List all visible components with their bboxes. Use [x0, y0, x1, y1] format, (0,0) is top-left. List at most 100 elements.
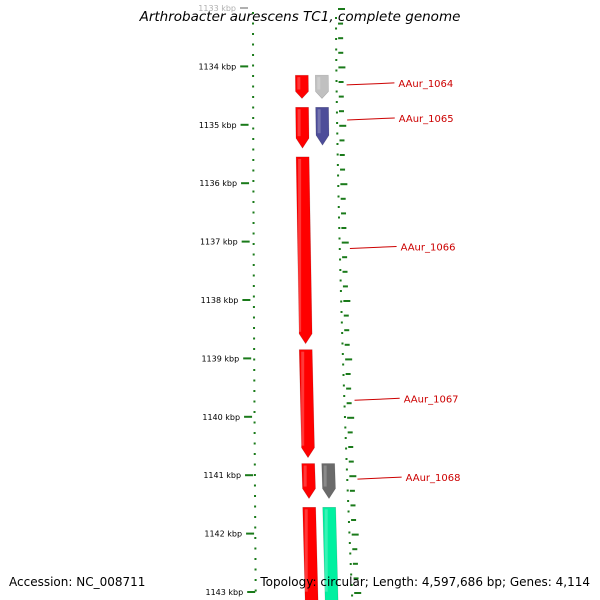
axis-tick: [246, 532, 255, 535]
axis-tick-label: 1137 kbp: [200, 238, 238, 247]
minor-tick: [338, 81, 344, 83]
minor-tick: [339, 154, 345, 156]
dot-left: [253, 337, 256, 340]
dot-right: [335, 48, 338, 51]
dot-left: [254, 589, 257, 592]
gene-label: AAur_1066: [401, 242, 456, 253]
minor-tick: [343, 300, 351, 302]
dot-left: [254, 547, 257, 550]
label-leader-line: [349, 245, 397, 249]
dot-left: [252, 295, 255, 298]
gene-arrow: [295, 156, 313, 345]
dot-right: [343, 405, 346, 408]
axis-tick-label: 1139 kbp: [201, 354, 239, 363]
gene-arrow: [301, 463, 316, 500]
minor-tick: [346, 402, 352, 405]
dot-right: [335, 27, 338, 30]
axis-tick: [242, 299, 251, 301]
dot-right: [339, 279, 342, 282]
dot-left: [252, 285, 255, 287]
axis-tick: [240, 123, 249, 126]
gene-arrow: [298, 349, 315, 459]
dot-left: [253, 348, 256, 350]
dot-right: [336, 132, 339, 135]
minor-tick: [342, 270, 348, 273]
dot-right: [347, 510, 350, 513]
dot-right: [338, 237, 341, 240]
dot-right: [341, 332, 344, 334]
gene-label: AAur_1064: [398, 79, 453, 90]
dot-right: [349, 552, 352, 555]
dot-right: [339, 290, 342, 292]
dot-left: [252, 253, 255, 256]
dot-right: [335, 17, 338, 19]
dot-left: [252, 169, 255, 172]
gene-highlight: [303, 465, 307, 487]
gene-arrow: [315, 107, 330, 146]
dot-right: [347, 500, 350, 502]
minor-tick: [351, 533, 359, 536]
gene-highlight: [0, 4, 3, 58]
dot-left: [252, 148, 255, 151]
dot-left: [252, 232, 255, 235]
minor-tick: [340, 168, 346, 171]
dot-right: [349, 563, 352, 565]
label-leader-line: [346, 82, 395, 86]
minor-tick: [345, 373, 351, 375]
figure-title: Arthrobacter aurescens TC1, complete gen…: [139, 9, 461, 25]
dot-left: [252, 64, 255, 67]
dot-left: [254, 495, 257, 497]
axis-tick-label: 1142 kbp: [204, 530, 242, 539]
gene-arrow: [321, 463, 336, 500]
minor-tick: [345, 358, 353, 361]
dot-right: [339, 258, 342, 261]
dot-right: [336, 122, 339, 124]
dot-right: [351, 594, 354, 597]
dot-right: [335, 90, 338, 93]
gene-label: AAur_1065: [399, 114, 454, 125]
dot-left: [254, 568, 257, 571]
minor-tick: [342, 285, 348, 288]
minor-tick: [352, 562, 358, 565]
dot-right: [341, 353, 344, 355]
axis-tick-label: 1138 kbp: [201, 296, 239, 305]
dot-right: [343, 395, 346, 397]
dot-right: [343, 416, 346, 418]
dot-left: [252, 316, 255, 319]
minor-tick: [340, 183, 348, 186]
minor-tick: [349, 475, 357, 478]
minor-tick: [351, 519, 357, 521]
gene-highlight: [317, 77, 321, 90]
minor-tick: [344, 329, 350, 332]
minor-tick: [344, 343, 350, 346]
dot-right: [342, 363, 345, 366]
gene-highlight: [298, 158, 302, 332]
dot-left: [253, 463, 256, 466]
dot-right: [348, 531, 351, 534]
dot-right: [342, 384, 345, 387]
dot-left: [253, 484, 256, 487]
minor-tick: [342, 256, 348, 259]
dot-left: [252, 12, 255, 14]
dot-right: [350, 584, 353, 586]
dot-left: [254, 579, 257, 581]
axis-tick-label: 1133 kbp: [198, 4, 236, 13]
dot-right: [337, 185, 340, 187]
axis-tick-label: 1140 kbp: [202, 413, 240, 422]
gene-highlight: [323, 465, 327, 487]
dot-right: [338, 248, 341, 250]
minor-tick: [341, 212, 347, 215]
axis-tick-label: 1135 kbp: [199, 121, 237, 130]
dot-left: [252, 180, 255, 182]
minor-tick: [340, 197, 346, 200]
dot-right: [335, 59, 338, 61]
dot-left: [253, 327, 256, 329]
gene-label: AAur_1067: [404, 394, 459, 405]
dot-right: [339, 269, 342, 271]
dot-left: [253, 453, 256, 455]
minor-tick: [348, 446, 354, 448]
axis-tick: [245, 474, 254, 477]
label-leader-line: [347, 117, 395, 121]
gene-arrow: [295, 107, 310, 149]
